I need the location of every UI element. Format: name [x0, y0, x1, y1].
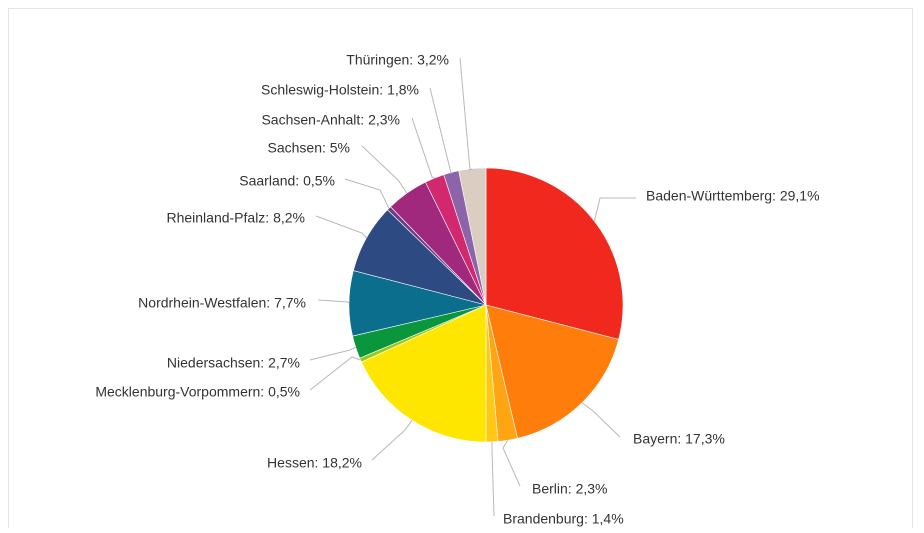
leader-line — [315, 215, 367, 239]
leader-line — [344, 178, 390, 209]
slice-label: Baden-Württemberg: 29,1% — [646, 188, 820, 204]
slice-label: Bayern: 17,3% — [633, 431, 725, 447]
slice-label: Nordrhein-Westfalen: 7,7% — [138, 295, 306, 311]
slice-label: Schleswig-Holstein: 1,8% — [261, 82, 419, 98]
slice-label: Sachsen-Anhalt: 2,3% — [261, 112, 400, 128]
leader-line — [429, 87, 452, 175]
leader-line — [459, 57, 473, 171]
slice-label: Brandenburg: 1,4% — [503, 511, 624, 527]
slice-label: Sachsen: 5% — [268, 140, 351, 156]
slice-label: Saarland: 0,5% — [239, 173, 335, 189]
leader-line — [593, 197, 636, 222]
slice-label: Berlin: 2,3% — [532, 481, 607, 497]
leader-line — [581, 402, 621, 438]
leader-line — [309, 346, 356, 361]
leader-line — [502, 440, 521, 487]
pie-slice-hessen — [361, 304, 487, 443]
slice-label: Rheinland-Pfalz: 8,2% — [166, 210, 305, 226]
pie-slices — [348, 167, 624, 443]
slice-label: Thüringen: 3,2% — [346, 52, 449, 68]
leader-line — [317, 299, 350, 304]
chart-frame — [8, 8, 913, 528]
leader-line — [411, 117, 435, 179]
leader-line — [309, 356, 361, 391]
leader-lines — [309, 57, 636, 517]
slice-label: Niedersachsen: 2,7% — [167, 355, 300, 371]
leader-line — [371, 420, 413, 461]
leader-line — [491, 441, 495, 517]
slice-label: Hessen: 18,2% — [267, 455, 362, 471]
leader-line — [361, 145, 408, 194]
slice-labels: Baden-Württemberg: 29,1% Bayern: 17,3% Ber… — [95, 52, 819, 527]
slice-label: Mecklenburg-Vorpommern: 0,5% — [95, 384, 300, 400]
